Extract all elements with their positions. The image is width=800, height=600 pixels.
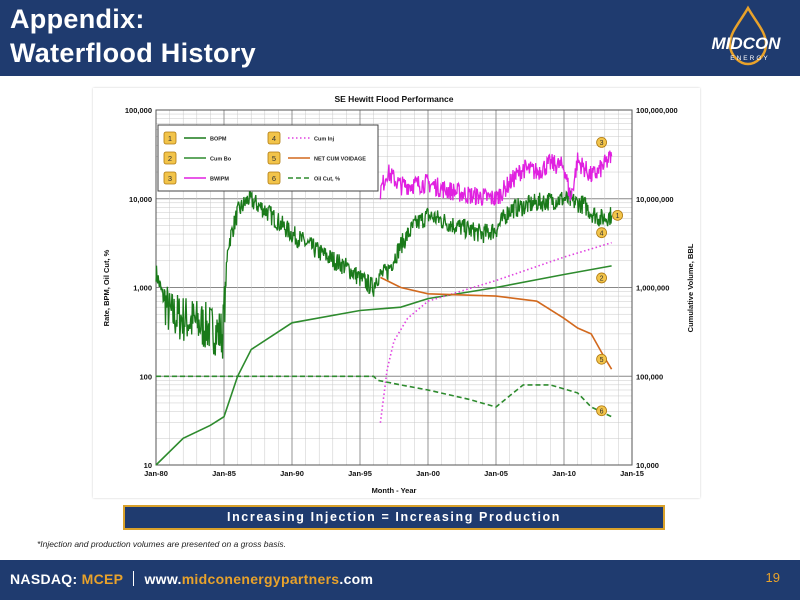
footer-separator-icon xyxy=(133,571,135,586)
midcon-logo: MIDCON ENERGY xyxy=(712,5,782,66)
y-axis-label-right: Cumulative Volume, BBL xyxy=(686,243,695,332)
legend-entry-label: Cum Bo xyxy=(210,157,232,163)
series-line-5 xyxy=(380,276,613,370)
x-tick-label: Jan-95 xyxy=(348,469,372,478)
legend-badge xyxy=(267,171,281,185)
legend-badge xyxy=(267,151,281,165)
y-tick-label-right: 10,000,000 xyxy=(636,195,674,204)
y-tick-label-right: 1,000,000 xyxy=(636,284,669,293)
series-marker-badge xyxy=(596,137,608,148)
logo-subtext: ENERGY xyxy=(730,55,769,62)
legend-entry-label: BWIPM xyxy=(210,177,229,183)
chart-legend: 1 BOPM 2 Cum Bo 3 BWIPM 4 Cum Inj 5 NET CUM VOIDA… xyxy=(157,124,379,192)
y-tick-label-left: 1,000 xyxy=(133,284,152,293)
footnote: *Injection and production volumes are pr… xyxy=(37,539,287,549)
legend-entry-label: Oil Cut, % xyxy=(314,177,340,183)
legend-entry-label: Cum Inj xyxy=(314,137,335,143)
plot-frame xyxy=(155,109,633,466)
footer-url-brand[interactable]: midconenergypartners xyxy=(181,571,340,587)
footer-text: NASDAQ: MCEP www.midconenergypartners.co… xyxy=(10,571,373,587)
series-marker-label: 1 xyxy=(616,213,620,220)
x-tick-label: Jan-15 xyxy=(620,469,644,478)
y-tick-label-left: 10,000 xyxy=(129,195,152,204)
footer-url-suffix[interactable]: .com xyxy=(339,571,374,587)
legend-badge xyxy=(163,171,177,185)
series-marker-label: 3 xyxy=(600,140,604,147)
chart-title: SE Hewitt Flood Performance xyxy=(334,94,453,104)
legend-badge-label: 2 xyxy=(168,154,172,163)
y-tick-label-left: 100 xyxy=(139,372,152,381)
series-line-1 xyxy=(155,189,613,359)
legend-badge xyxy=(163,131,177,145)
y-tick-label-right: 10,000 xyxy=(636,461,659,470)
x-axis-label: Month - Year xyxy=(372,486,417,495)
slide-header: Appendix: Waterflood History MIDCON ENER… xyxy=(0,0,800,76)
chart-panel: Jan-80 Jan-85 Jan-90 Jan-95 Jan-00 Jan-05 Jan-… xyxy=(93,88,700,498)
x-tick-label: Jan-85 xyxy=(212,469,236,478)
series-marker-badge xyxy=(596,227,608,239)
y-axis-label-left: Rate, BPM, Oil Cut, % xyxy=(102,249,111,326)
series-marker-badge xyxy=(596,353,608,365)
y-tick-label-right: 100,000 xyxy=(636,372,663,381)
legend-badge-label: 5 xyxy=(272,154,276,163)
legend-entry-label: NET CUM VOIDAGE xyxy=(314,157,366,163)
series-marker-label: 4 xyxy=(600,230,604,237)
series-line-6 xyxy=(156,375,612,418)
series-marker-badge xyxy=(596,405,608,417)
footer-ticker: MCEP xyxy=(81,571,124,587)
series-markers: 1 2 3 4 5 6 xyxy=(596,137,623,417)
x-tick-label: Jan-00 xyxy=(416,469,440,478)
footer-prefix: NASDAQ: xyxy=(10,571,82,587)
y-tick-label-left: 10 xyxy=(144,461,152,470)
legend-badge-label: 6 xyxy=(272,174,276,183)
legend-badge xyxy=(267,131,281,145)
y-tick-label-left: 100,000 xyxy=(125,106,152,115)
series-marker-label: 6 xyxy=(600,408,604,415)
series-line-2 xyxy=(155,265,612,466)
x-tick-label: Jan-80 xyxy=(144,469,168,478)
logo-drop-icon xyxy=(728,5,768,66)
footer-url-prefix[interactable]: www. xyxy=(144,571,182,587)
x-tick-label: Jan-10 xyxy=(552,469,576,478)
slide-title-line2: Waterflood History xyxy=(10,38,256,68)
x-tick-label: Jan-90 xyxy=(280,469,304,478)
legend-badge-label: 1 xyxy=(168,134,172,143)
series-marker-badge xyxy=(596,272,608,284)
slide-title-line1: Appendix: xyxy=(10,4,145,34)
flood-performance-chart: Jan-80 Jan-85 Jan-90 Jan-95 Jan-00 Jan-05 Jan-… xyxy=(102,94,695,495)
legend-entry-label: BOPM xyxy=(210,137,227,143)
chart-series xyxy=(155,150,613,466)
legend-badge-label: 4 xyxy=(272,134,276,143)
y-tick-label-right: 100,000,000 xyxy=(636,106,678,115)
chart-axes: Jan-80 Jan-85 Jan-90 Jan-95 Jan-00 Jan-05 Jan-… xyxy=(125,106,678,478)
series-line-3 xyxy=(379,150,613,206)
legend-badge xyxy=(163,151,177,165)
logo-text: MIDCON xyxy=(712,34,782,53)
series-marker-label: 2 xyxy=(600,276,604,283)
series-marker-badge xyxy=(612,209,623,221)
legend-badge-label: 3 xyxy=(168,174,172,183)
callout-banner: Increasing Injection = Increasing Produc… xyxy=(123,505,665,530)
x-tick-label: Jan-05 xyxy=(484,469,508,478)
page-number: 19 xyxy=(765,570,780,585)
slide-footer: NASDAQ: MCEP www.midconenergypartners.co… xyxy=(0,560,800,600)
series-marker-label: 5 xyxy=(600,357,604,364)
